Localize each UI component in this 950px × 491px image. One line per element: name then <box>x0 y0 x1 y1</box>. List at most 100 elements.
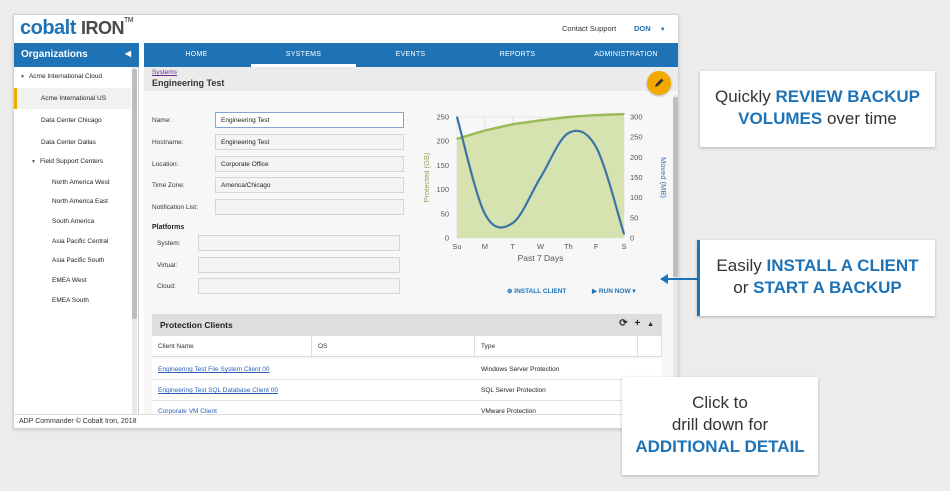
protection-clients-tools: ⟳ + ▲ <box>619 318 654 329</box>
timezone-field[interactable]: America/Chicago <box>215 177 404 193</box>
protected-point <box>456 137 458 140</box>
callout-emphasis: INSTALL A CLIENT <box>766 256 919 275</box>
moved-point <box>539 176 542 179</box>
callout-connector-line <box>664 278 697 280</box>
tree-item-emea-west[interactable]: EMEA West <box>52 277 87 284</box>
x-tick-label: M <box>482 242 488 251</box>
client-name-link[interactable]: Engineering Test File System Client 00 <box>158 366 270 373</box>
client-os <box>312 359 324 380</box>
tree-item-na-east[interactable]: North America East <box>52 198 108 205</box>
column-header-os[interactable]: OS <box>312 336 475 357</box>
main-scrollbar-thumb[interactable] <box>673 97 678 277</box>
tree-item-ap-central[interactable]: Asia Pacific Central <box>52 238 108 245</box>
system-header <box>144 67 678 91</box>
callout-text: Quickly <box>715 87 771 106</box>
client-name-link[interactable]: Engineering Test SQL Database Client 00 <box>158 387 278 394</box>
tree-item-na-west[interactable]: North America West <box>52 179 110 186</box>
table-row[interactable]: Engineering Test File System Client 00 W… <box>152 359 662 380</box>
column-header-type[interactable]: Type <box>475 336 638 357</box>
tree-item-label: Acme International Cloud <box>28 73 102 80</box>
y-left-tick-label: 100 <box>436 185 449 194</box>
moved-point <box>511 222 514 224</box>
tree-item-ap-south[interactable]: Asia Pacific South <box>52 257 104 264</box>
tab-events[interactable]: EVENTS <box>395 51 426 58</box>
tree-item-chicago[interactable]: Data Center Chicago <box>41 117 102 124</box>
column-header-spacer <box>638 336 662 357</box>
tree-item-emea-south[interactable]: EMEA South <box>52 297 89 304</box>
table-row[interactable]: Engineering Test SQL Database Client 00 … <box>152 380 662 401</box>
tree-item-label: Data Center Chicago <box>41 117 102 124</box>
sidebar-scrollbar-thumb[interactable] <box>132 69 137 319</box>
tree-item-acme-us[interactable]: Acme International US <box>14 88 131 109</box>
protected-point <box>539 119 542 122</box>
location-field[interactable]: Corporate Office <box>215 156 404 172</box>
hostname-field[interactable]: Engineering Test <box>215 134 404 150</box>
tab-home[interactable]: HOME <box>185 51 208 58</box>
platform-cloud-field[interactable] <box>198 278 400 294</box>
y-left-tick-label: 200 <box>436 137 449 146</box>
column-header-client-name[interactable]: Client Name <box>152 336 312 357</box>
callout-line: VOLUMES over time <box>700 108 935 130</box>
user-name: DON <box>634 24 651 33</box>
name-field[interactable]: Engineering Test <box>215 112 404 128</box>
tab-administration[interactable]: ADMINISTRATION <box>594 51 658 58</box>
name-label: Name: <box>152 117 172 124</box>
y-left-tick-label: 250 <box>436 113 449 122</box>
protected-point <box>623 113 625 115</box>
chevron-down-icon[interactable]: ▼ <box>20 74 25 80</box>
edit-button[interactable] <box>647 71 671 95</box>
y-right-tick-label: 100 <box>630 193 643 202</box>
add-icon[interactable]: + <box>634 318 641 329</box>
run-now-button[interactable]: ▶ RUN NOW ▾ <box>592 287 636 295</box>
callout-emphasis: VOLUMES <box>738 109 823 128</box>
globe-icon: ⊕ <box>507 288 513 295</box>
x-tick-label: W <box>537 242 545 251</box>
tab-reports[interactable]: REPORTS <box>499 51 536 58</box>
tree-item-label: Acme International US <box>41 95 107 102</box>
client-os <box>312 380 324 401</box>
collapse-sidebar-icon[interactable]: ◀ <box>124 49 131 58</box>
run-now-label: RUN NOW <box>598 288 631 295</box>
tree-item-field-support[interactable]: ▼ Field Support Centers <box>31 158 103 165</box>
callout-emphasis: REVIEW BACKUP <box>775 87 920 106</box>
breadcrumb-systems[interactable]: Systems <box>152 69 177 76</box>
user-menu[interactable]: DON ▼ <box>634 24 666 33</box>
y-right-tick-label: 150 <box>630 173 643 182</box>
pencil-icon <box>655 78 664 87</box>
collapse-up-icon[interactable]: ▲ <box>647 321 654 328</box>
client-type: VMware Protection <box>481 408 536 415</box>
organizations-header: Organizations ◀ <box>14 43 139 67</box>
client-name-link[interactable]: Corporate VM Client <box>158 408 217 415</box>
chevron-down-icon[interactable]: ▾ <box>632 288 636 295</box>
tree-item-dallas[interactable]: Data Center Dallas <box>41 139 96 146</box>
moved-point <box>484 213 486 215</box>
moved-point <box>595 146 597 149</box>
callout-line: Click to <box>692 393 748 412</box>
tree-item-label: Data Center Dallas <box>41 139 96 146</box>
play-icon: ▶ <box>592 288 597 295</box>
location-label: Location: <box>152 161 179 168</box>
platform-system-field[interactable] <box>198 235 400 251</box>
organizations-title: Organizations <box>21 49 88 60</box>
install-client-button[interactable]: ⊕ INSTALL CLIENT <box>507 287 566 295</box>
top-bar: cobalt IRONTM Contact Support DON ▼ <box>14 15 678 43</box>
chevron-down-icon[interactable]: ▼ <box>31 159 36 165</box>
tree-item-label: North America West <box>52 179 110 186</box>
notification-list-field[interactable] <box>215 199 404 215</box>
tree-item-label: South America <box>52 218 95 225</box>
protected-point <box>484 129 486 132</box>
cobalt-iron-logo[interactable]: cobalt IRONTM <box>20 17 134 40</box>
x-tick-label: S <box>621 242 626 251</box>
moved-point <box>567 132 570 134</box>
contact-support-link[interactable]: Contact Support <box>562 24 617 33</box>
tree-item-acme-cloud[interactable]: ▼ Acme International Cloud <box>20 73 102 80</box>
refresh-icon[interactable]: ⟳ <box>619 318 628 329</box>
tab-systems[interactable]: SYSTEMS <box>251 43 356 67</box>
system-detail-panel: Systems Engineering Test Name: Engineeri… <box>144 67 678 422</box>
protected-point <box>595 114 597 116</box>
y-left-tick-label: 150 <box>436 161 449 170</box>
tree-item-label: Field Support Centers <box>39 158 104 165</box>
tree-item-south-america[interactable]: South America <box>52 218 94 225</box>
platform-virtual-field[interactable] <box>198 257 400 273</box>
